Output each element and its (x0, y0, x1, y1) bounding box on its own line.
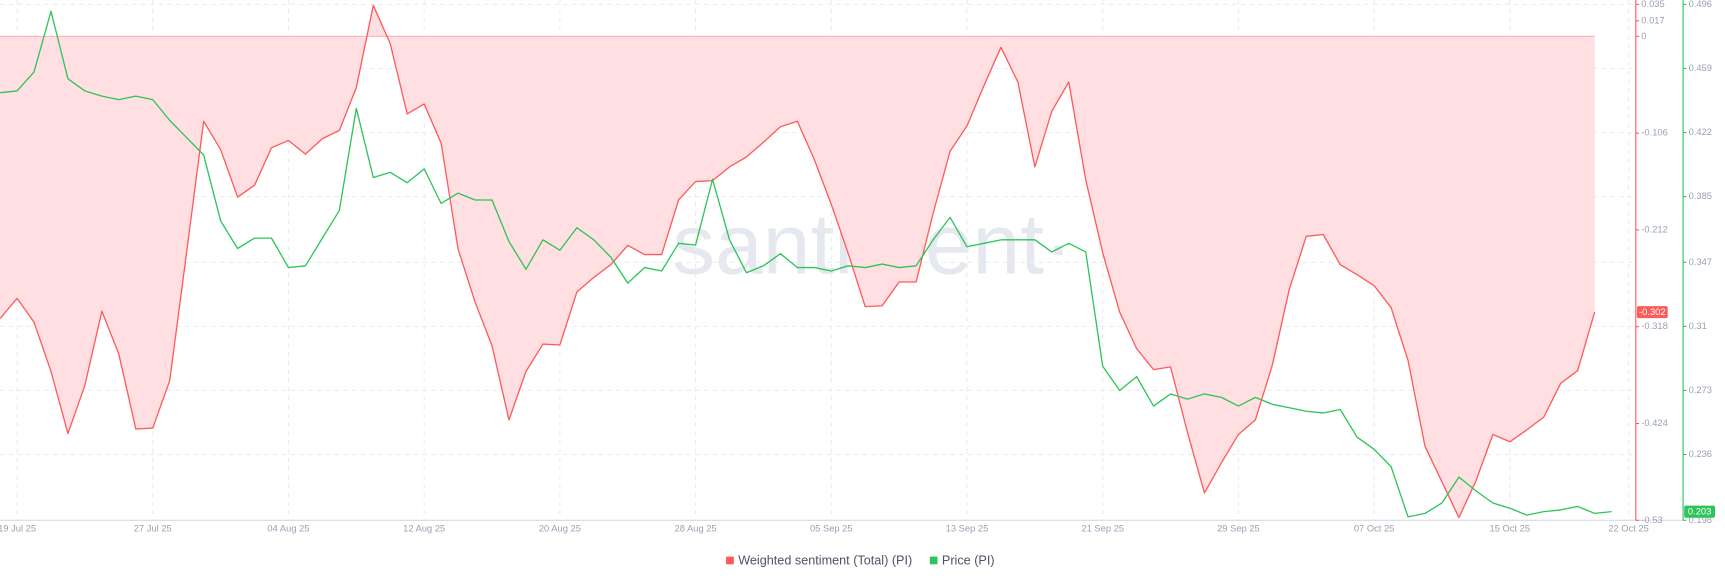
y2-tick-label: 0.496 (1689, 0, 1712, 9)
legend-swatch (726, 556, 734, 565)
x-tick-label: 15 Oct 25 (1490, 524, 1531, 534)
y2-tick-label: 0.347 (1689, 257, 1712, 267)
y2-tick-label: 0.31 (1689, 321, 1707, 331)
x-tick-label: 29 Sep 25 (1217, 524, 1260, 534)
y-tick-label: 0 (1641, 31, 1646, 41)
series-line (0, 4, 1596, 519)
x-tick-label: 05 Sep 25 (810, 524, 853, 534)
x-tick-label: 13 Sep 25 (946, 524, 989, 534)
legend-label: Weighted sentiment (Total) (PI) (738, 553, 912, 567)
y2-tick-label: 0.273 (1689, 385, 1712, 395)
legend-label: Price (PI) (942, 553, 995, 567)
y-tick-label: 0.017 (1641, 15, 1664, 25)
x-tick-label: 20 Aug 25 (539, 524, 581, 534)
x-tick-label: 27 Jul 25 (134, 524, 172, 534)
value-badge: 0.203 (1684, 505, 1715, 518)
value-label: 0.203 (1688, 507, 1711, 517)
y-tick-label: 0.035 (1641, 0, 1664, 9)
x-tick-label: 07 Oct 25 (1354, 524, 1395, 534)
y2-tick-label: 0.459 (1689, 63, 1712, 73)
x-tick-label: 28 Aug 25 (675, 524, 717, 534)
y-tick-label: -0.212 (1641, 224, 1668, 234)
x-tick-label: 12 Aug 25 (403, 524, 445, 534)
x-tick-label: 21 Sep 25 (1081, 524, 1124, 534)
value-badge: -0.302 (1636, 306, 1668, 319)
series-line (0, 10, 1612, 518)
legend-swatch (929, 556, 938, 565)
sentiment-area (0, 5, 1595, 518)
value-badge-bg (1684, 505, 1715, 518)
x-tick-label: 19 Jul 25 (0, 524, 36, 534)
x-tick-label: 04 Aug 25 (267, 524, 309, 534)
y2-tick-label: 0.422 (1689, 127, 1712, 137)
y-tick-label: -0.53 (1641, 515, 1662, 525)
value-label: -0.302 (1639, 307, 1666, 317)
y2-tick-label: 0.198 (1689, 515, 1712, 525)
y2-tick-label: 0.236 (1689, 449, 1712, 459)
y-tick-label: -0.318 (1641, 321, 1668, 331)
y2-tick-label: 0.385 (1689, 191, 1712, 201)
value-badge-bg (1636, 306, 1668, 319)
y-tick-label: -0.424 (1641, 418, 1668, 428)
x-tick-label: 22 Oct 25 (1608, 524, 1649, 534)
y-tick-label: -0.106 (1641, 128, 1668, 138)
